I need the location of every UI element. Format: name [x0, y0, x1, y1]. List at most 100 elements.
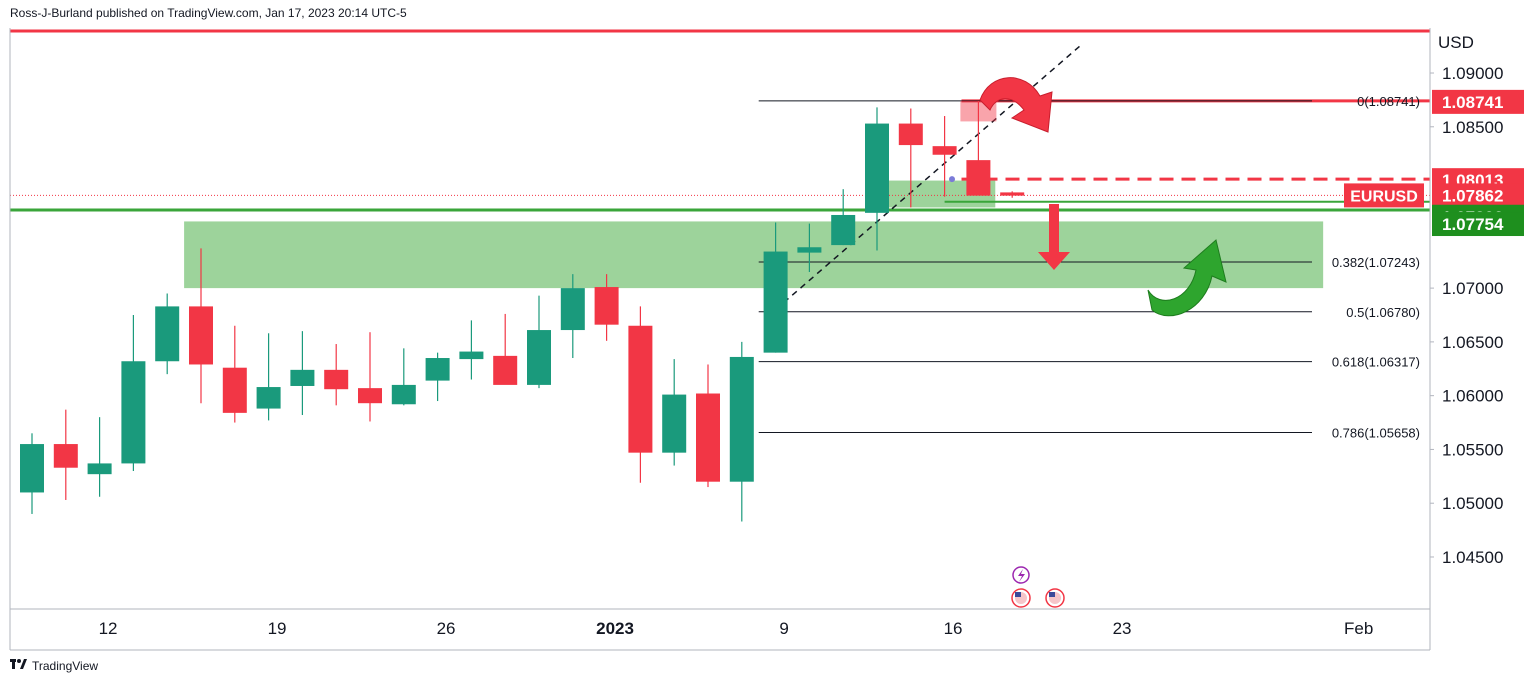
x-tick-label: 19	[268, 619, 287, 638]
candle-body	[391, 384, 416, 405]
x-tick-label: 26	[437, 619, 456, 638]
candle-22[interactable]	[763, 222, 788, 353]
us-flag-canton	[1049, 592, 1055, 597]
candle-0[interactable]	[20, 433, 44, 514]
candle-29[interactable]	[1000, 191, 1025, 198]
lightning-glyph	[1018, 569, 1025, 582]
candles-layer[interactable]	[20, 100, 1025, 522]
candle-10[interactable]	[358, 332, 382, 422]
candle-body	[1000, 192, 1025, 196]
candle-11[interactable]	[391, 348, 416, 406]
y-tick-label: 1.06000	[1442, 387, 1503, 406]
candle-20[interactable]	[696, 364, 720, 488]
candle-28[interactable]	[966, 100, 991, 196]
candle-26[interactable]	[898, 108, 923, 208]
x-tick-label: Feb	[1344, 619, 1373, 638]
candle-17[interactable]	[594, 274, 619, 341]
candle-8[interactable]	[290, 331, 315, 416]
x-tick-label: 9	[779, 619, 788, 638]
candle-body	[865, 123, 889, 213]
y-tick-label: 1.05000	[1442, 494, 1503, 513]
high-label: 1.08741	[1442, 93, 1503, 112]
candle-body	[425, 358, 450, 381]
candle-3[interactable]	[121, 315, 146, 471]
y-tick-label: 1.06500	[1442, 333, 1503, 352]
candle-body	[53, 444, 78, 468]
candle-body	[459, 351, 484, 360]
candle-19[interactable]	[662, 359, 687, 466]
candle-body	[729, 356, 754, 482]
publisher-line: Ross-J-Burland published on TradingView.…	[10, 6, 407, 20]
candle-body	[932, 146, 957, 155]
candle-body	[527, 330, 551, 385]
candle-body	[358, 388, 382, 404]
support-zone	[184, 221, 1324, 289]
candle-18[interactable]	[628, 306, 653, 483]
us-flag-canton	[1015, 592, 1021, 597]
high-label-bg	[1432, 89, 1524, 114]
support-label-2-bg	[1432, 212, 1524, 237]
candle-16[interactable]	[560, 274, 585, 359]
candle-body	[493, 355, 518, 385]
candle-12[interactable]	[425, 352, 450, 402]
candle-14[interactable]	[493, 313, 518, 385]
zones-layer	[184, 180, 1324, 289]
x-tick-label: 16	[944, 619, 963, 638]
candle-body	[20, 444, 44, 493]
candle-4[interactable]	[155, 293, 180, 375]
candle-body	[256, 387, 281, 409]
fib-label-0.382: 0.382(1.07243)	[1332, 255, 1420, 270]
candle-body	[763, 251, 788, 353]
footer-brand: TradingView	[32, 658, 99, 673]
candle-body	[594, 287, 619, 325]
candle-13[interactable]	[459, 320, 484, 380]
curved-up-arrow-icon	[1147, 239, 1227, 317]
symbol-tag	[1344, 183, 1424, 208]
candle-21[interactable]	[729, 341, 754, 522]
candle-27[interactable]	[932, 116, 957, 197]
tradingview-logo-icon	[10, 658, 28, 673]
candle-body	[831, 214, 856, 246]
candle-body	[898, 123, 923, 146]
candle-23[interactable]	[797, 223, 822, 272]
currency-label: USD	[1438, 33, 1474, 52]
down-arrow-icon	[1038, 204, 1070, 270]
candle-body	[560, 288, 585, 331]
fib-label-0.618: 0.618(1.06317)	[1332, 355, 1420, 370]
candle-body	[696, 393, 720, 482]
annotations-layer	[949, 77, 1227, 608]
candle-25[interactable]	[865, 107, 889, 251]
fib-label-0.786: 0.786(1.05658)	[1332, 425, 1420, 440]
candle-body	[155, 306, 180, 362]
y-tick-label: 1.07000	[1442, 279, 1503, 298]
candle-body	[628, 325, 653, 453]
candle-1[interactable]	[53, 409, 78, 500]
curved-down-arrow-icon	[979, 77, 1053, 133]
candle-body	[662, 394, 687, 453]
y-tick-label: 1.08500	[1442, 118, 1503, 137]
y-tick-label: 1.05500	[1442, 440, 1503, 459]
candle-body	[121, 361, 146, 464]
footer: TradingView	[10, 658, 98, 673]
x-tick-label: 23	[1113, 619, 1132, 638]
candle-body	[290, 369, 315, 386]
y-tick-label: 1.04500	[1442, 548, 1503, 567]
candle-9[interactable]	[324, 344, 349, 406]
axes-layer[interactable]: USD 1.09000 1.08500 1.07000 1.06500 1.06000 1.…	[9, 28, 1524, 651]
candle-15[interactable]	[527, 295, 551, 389]
candle-body	[222, 367, 247, 413]
candle-5[interactable]	[189, 248, 213, 404]
pivot-dot	[949, 176, 955, 183]
x-tick-label: 12	[99, 619, 118, 638]
fib-label-0.5: 0.5(1.06780)	[1346, 305, 1420, 320]
current-price-label: 1.07862	[1442, 186, 1503, 205]
support-label-2: 1.07754	[1442, 215, 1504, 234]
candle-2[interactable]	[87, 417, 112, 497]
candle-body	[87, 463, 112, 475]
x-tick-label: 2023	[596, 619, 634, 638]
candle-body	[966, 160, 991, 196]
candle-6[interactable]	[222, 325, 247, 423]
candle-7[interactable]	[256, 333, 281, 421]
candle-24[interactable]	[831, 189, 856, 246]
